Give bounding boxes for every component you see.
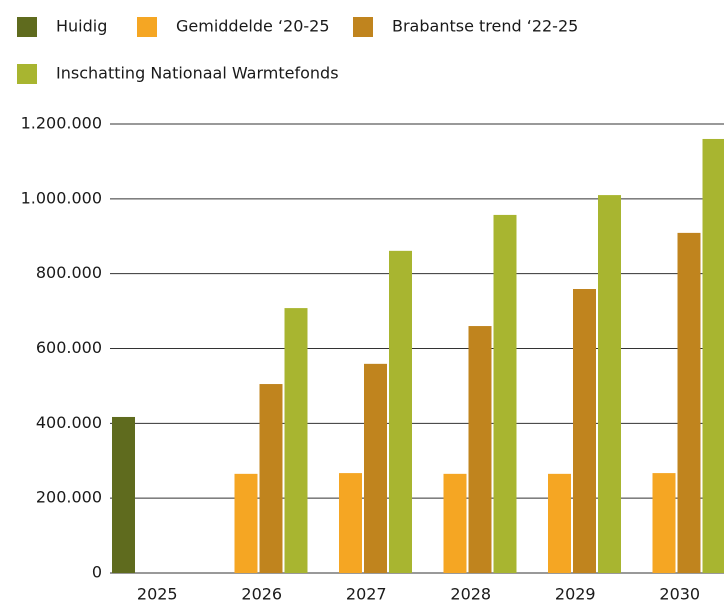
y-tick-label: 0: [92, 563, 102, 582]
bar: [389, 250, 412, 573]
x-tick-label: 2027: [346, 585, 387, 601]
legend-label: Inschatting Nationaal Warmtefonds: [56, 64, 339, 83]
y-tick-label: 200.000: [36, 488, 102, 507]
bar: [234, 473, 258, 573]
bar: [573, 289, 596, 573]
bar: [112, 416, 135, 573]
x-tick-label: 2030: [659, 585, 700, 601]
bar: [468, 326, 492, 573]
bar: [702, 138, 724, 573]
bar: [652, 473, 676, 573]
x-tick-label: 2029: [555, 585, 596, 601]
bar: [548, 473, 571, 573]
y-tick-label: 400.000: [36, 413, 102, 432]
bar: [259, 384, 283, 573]
bar: [364, 363, 387, 573]
bar: [339, 473, 362, 573]
bar: [493, 214, 517, 574]
x-tick-label: 2028: [450, 585, 491, 601]
bar: [443, 473, 467, 573]
y-tick-label: 1.200.000: [21, 114, 102, 133]
bar: [598, 195, 621, 573]
legend-swatch: [17, 64, 37, 84]
y-tick-label: 1.000.000: [21, 188, 102, 207]
legend-swatch: [137, 17, 157, 37]
y-tick-label: 600.000: [36, 338, 102, 357]
x-tick-label: 2025: [137, 585, 178, 601]
y-tick-label: 800.000: [36, 263, 102, 282]
legend-swatch: [17, 17, 37, 37]
bar: [677, 232, 701, 573]
legend-swatch: [353, 17, 373, 37]
legend-label: Gemiddelde ‘20-25: [176, 17, 330, 36]
legend-label: Brabantse trend ‘22-25: [392, 17, 578, 36]
legend-label: Huidig: [56, 17, 107, 36]
bar: [284, 308, 308, 573]
x-tick-label: 2026: [241, 585, 282, 601]
